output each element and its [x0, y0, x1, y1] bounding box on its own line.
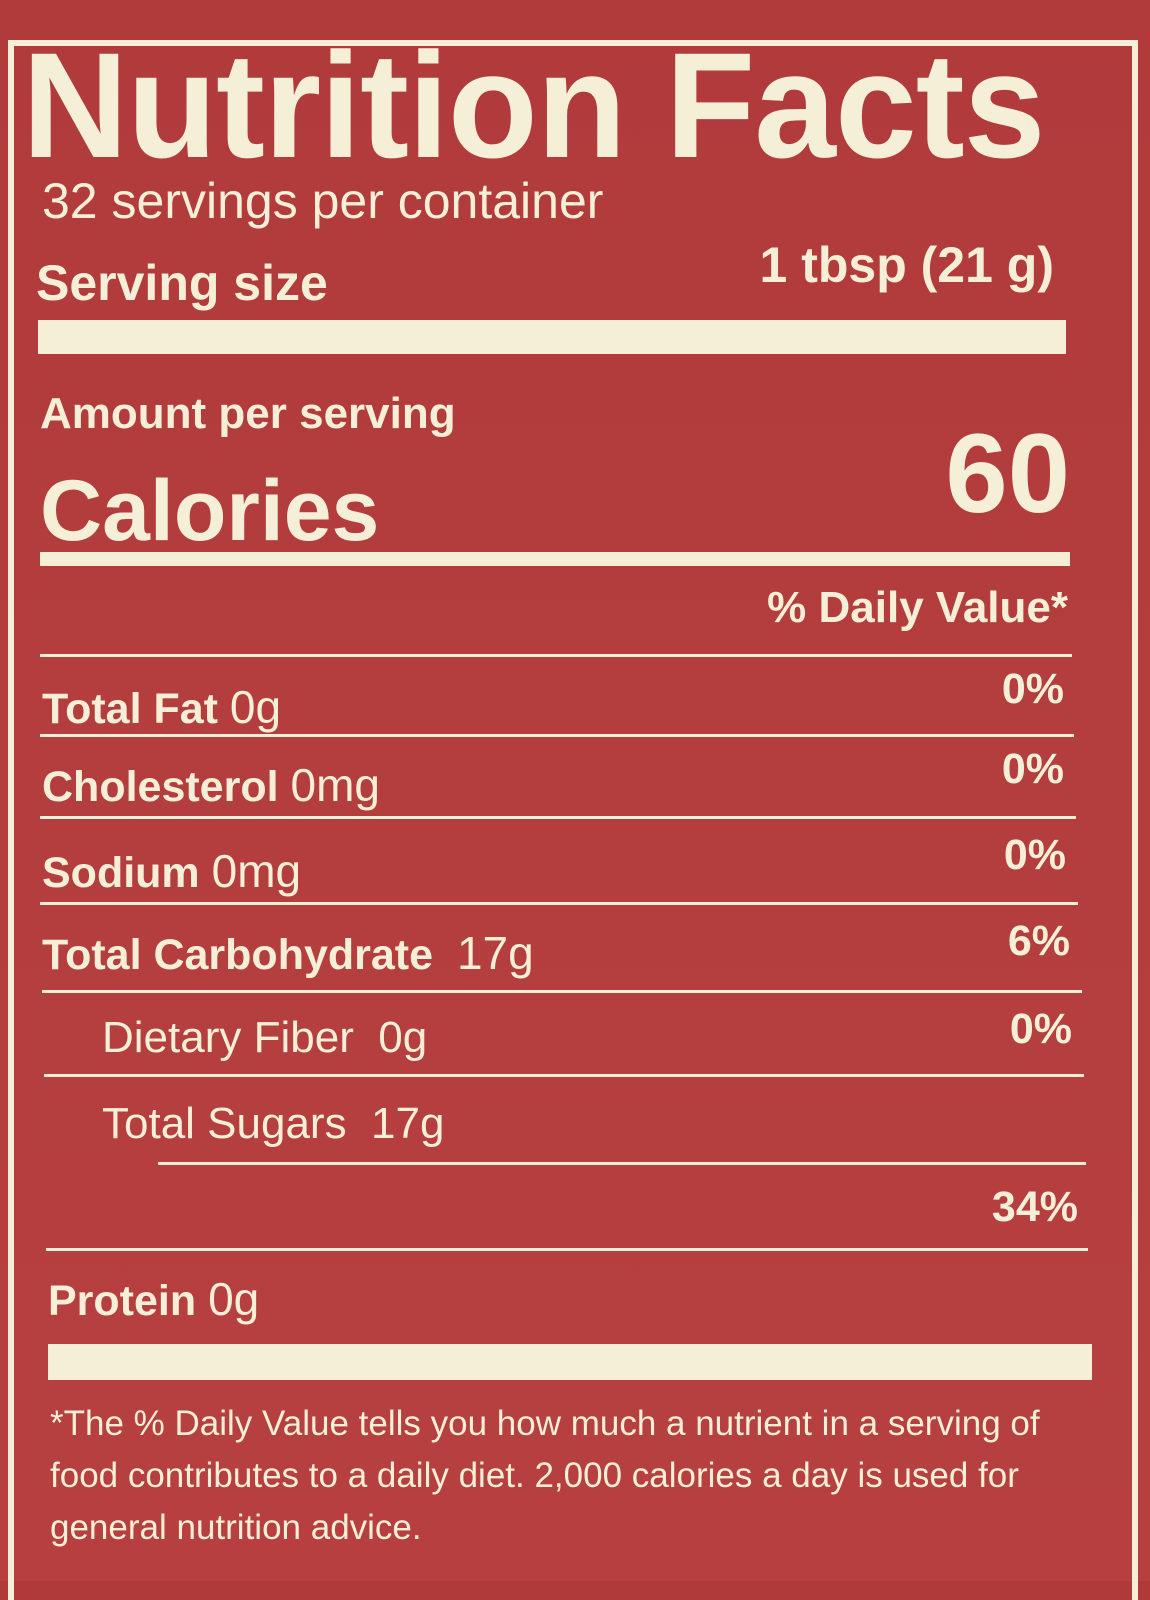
- nutrient-dv: 34%: [991, 1183, 1078, 1231]
- nutrient-name: Total Sugars: [102, 1099, 347, 1148]
- nutrient-row-total-carbohydrate: Total Carbohydrate 17g: [42, 930, 534, 977]
- nutrient-amount: 0mg: [290, 759, 380, 811]
- nutrient-name: Cholesterol: [42, 763, 279, 811]
- nutrient-row-dietary-fiber: Dietary Fiber 0g: [102, 1016, 427, 1060]
- nutrient-amount: 0mg: [211, 845, 302, 897]
- nutrient-name: Protein: [48, 1277, 197, 1325]
- row-divider: [40, 654, 1072, 657]
- nutrient-dv: 0%: [1009, 1005, 1072, 1053]
- daily-value-footnote: *The % Daily Value tells you how much a …: [50, 1404, 1040, 1547]
- thick-divider-bottom: [48, 1344, 1092, 1380]
- nutrient-row-protein: Protein 0g: [48, 1276, 259, 1323]
- nutrient-dv: 0%: [1001, 665, 1064, 713]
- row-divider: [40, 734, 1074, 737]
- nutrient-amount: 17g: [456, 927, 534, 979]
- nutrient-name: Sodium: [42, 849, 200, 897]
- nutrient-dv: 6%: [1007, 917, 1070, 965]
- nutrient-name: Total Carbohydrate: [42, 931, 434, 979]
- calories-value: 60: [945, 411, 1070, 536]
- serving-size-value: 1 tbsp (21 g): [759, 237, 1054, 293]
- nutrient-row-total-fat: Total Fat 0g: [42, 684, 281, 731]
- label-border: [8, 40, 1138, 1600]
- row-divider: [42, 990, 1082, 993]
- row-divider-indented: [158, 1162, 1086, 1165]
- label-title: Nutrition Facts: [22, 21, 1045, 189]
- row-divider: [46, 1248, 1088, 1251]
- daily-value-heading: % Daily Value*: [767, 583, 1068, 632]
- servings-per-container: 32 servings per container: [42, 173, 604, 229]
- serving-size-label: Serving size: [36, 255, 328, 311]
- nutrient-row-sodium: Sodium 0mg: [42, 848, 301, 895]
- nutrient-row-total-sugars: Total Sugars 17g: [102, 1102, 444, 1146]
- nutrient-name: Total Fat: [42, 685, 218, 733]
- nutrient-name: Dietary Fiber: [102, 1013, 354, 1062]
- nutrient-dv: 0%: [1001, 745, 1064, 793]
- amount-per-serving: Amount per serving: [40, 389, 456, 438]
- nutrient-row-cholesterol: Cholesterol 0mg: [42, 762, 380, 809]
- row-divider: [40, 902, 1078, 905]
- nutrient-amount: 0g: [208, 1273, 260, 1325]
- nutrient-amount: 0g: [378, 1013, 428, 1062]
- nutrient-amount: 0g: [229, 681, 282, 733]
- nutrient-dv: 0%: [1003, 831, 1066, 879]
- calories-label: Calories: [40, 463, 380, 559]
- row-divider: [40, 816, 1076, 819]
- nutrient-amount: 17g: [371, 1099, 445, 1148]
- row-divider: [44, 1074, 1084, 1077]
- medium-divider-calories: [40, 552, 1070, 566]
- thick-divider-top: [38, 320, 1066, 354]
